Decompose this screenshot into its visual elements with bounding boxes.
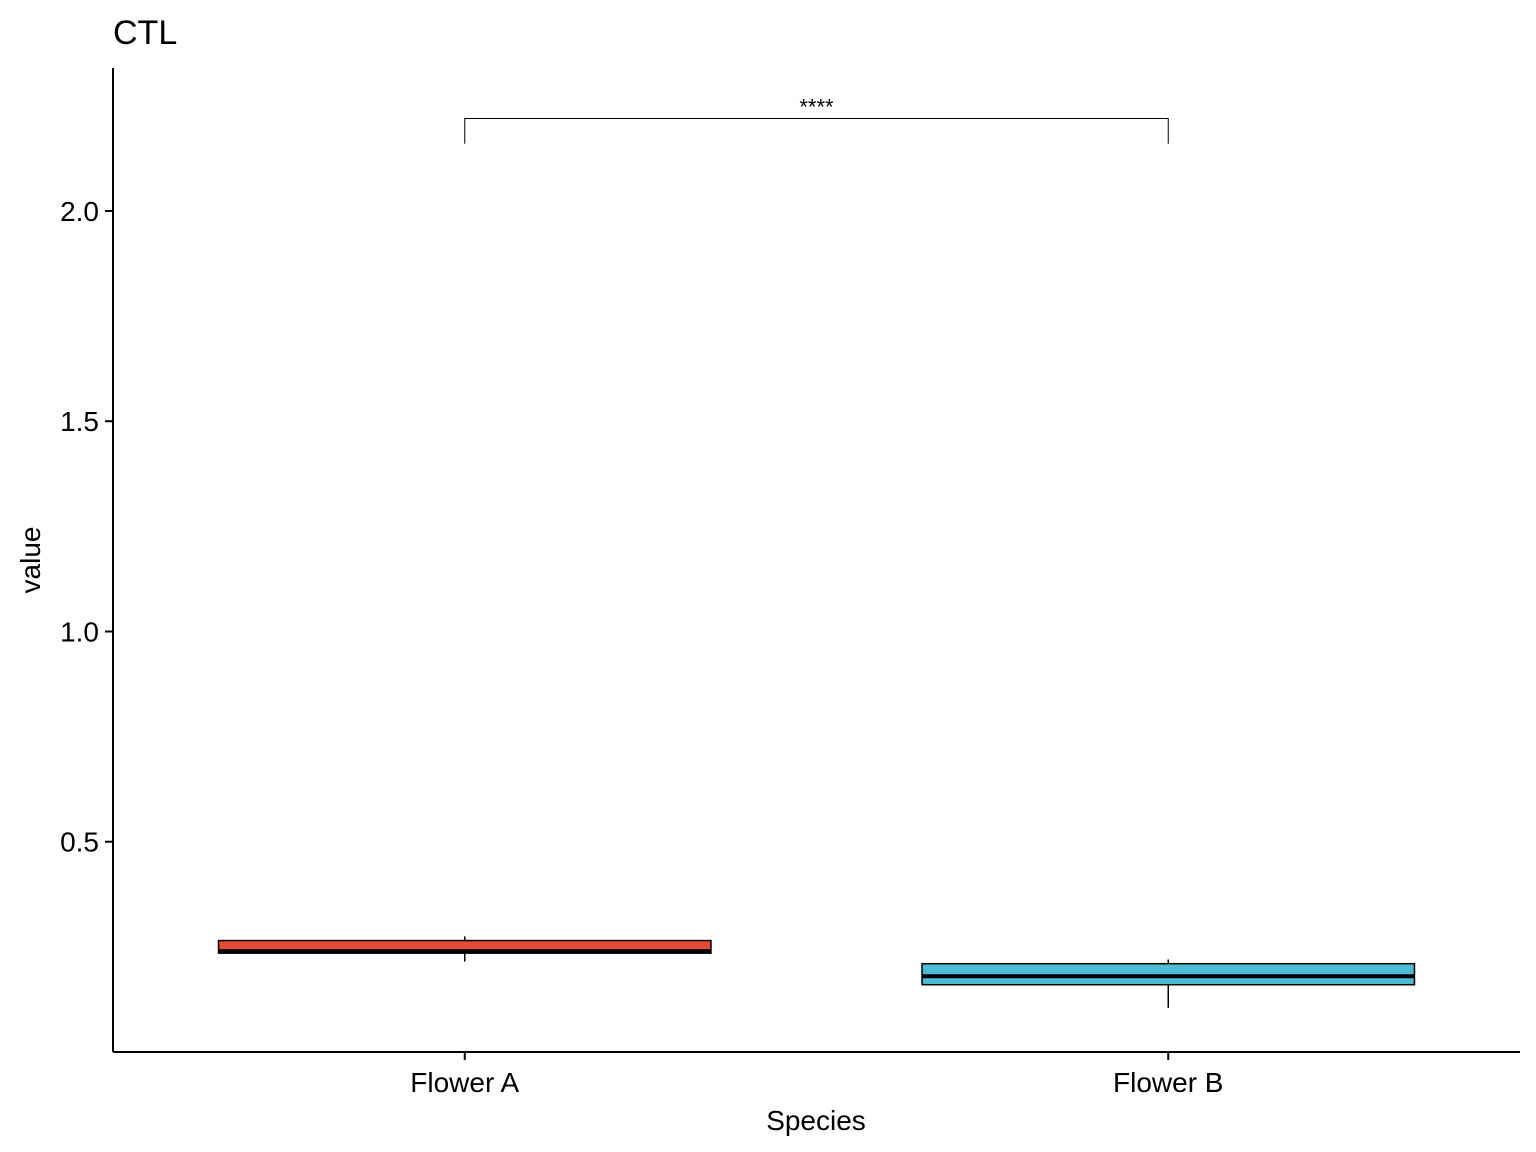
- y-axis-title: value: [15, 527, 46, 594]
- significance-label: ****: [799, 94, 834, 119]
- x-axis-title: Species: [766, 1105, 866, 1136]
- significance-bracket: [464, 117, 1169, 144]
- box-1: [217, 936, 712, 962]
- x-tick-label: Flower A: [410, 1067, 519, 1098]
- x-tick-label: Flower B: [1113, 1067, 1223, 1098]
- y-axis-ticks: 0.5 1.0 1.5 2.0: [60, 196, 113, 858]
- chart-title: CTL: [113, 14, 177, 52]
- y-tick-label: 0.5: [60, 827, 99, 858]
- significance-annotations: ****: [464, 94, 1169, 144]
- x-axis-ticks: Flower A Flower B: [410, 1052, 1223, 1098]
- y-tick-label: 1.5: [60, 406, 99, 437]
- boxes: [217, 936, 1416, 1008]
- y-tick-label: 2.0: [60, 196, 99, 227]
- box-2: [921, 959, 1416, 1008]
- y-tick-label: 1.0: [60, 616, 99, 647]
- box-body: [921, 962, 1416, 986]
